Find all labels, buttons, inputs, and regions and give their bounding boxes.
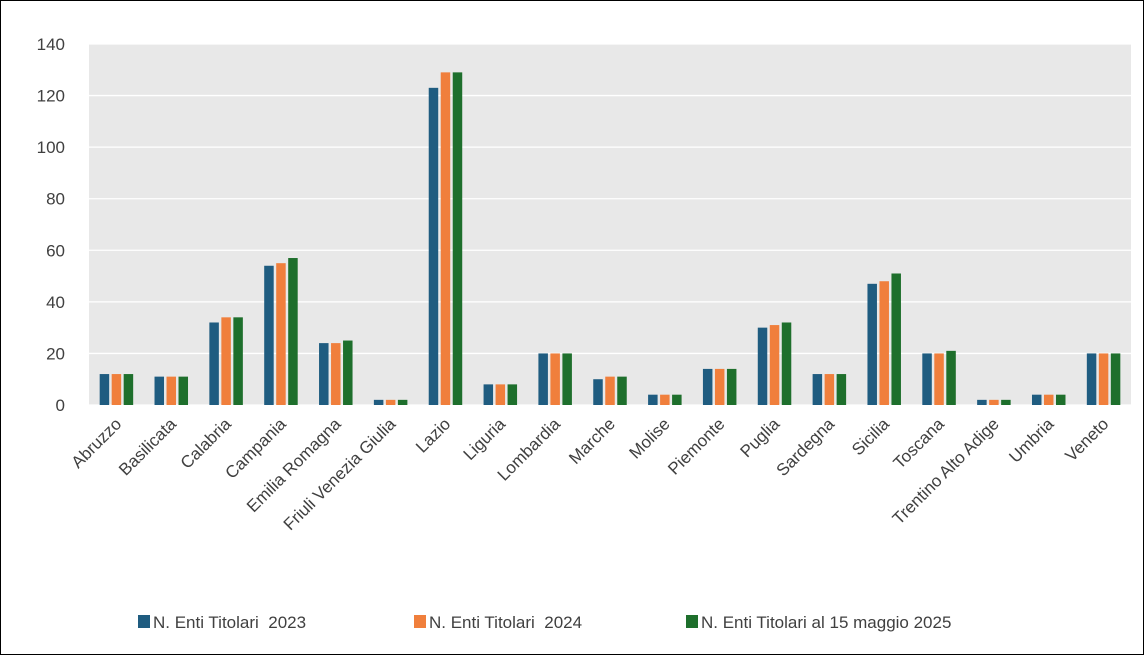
bar-calabria-series-2 [221, 317, 231, 405]
bar-veneto-series-3 [1110, 353, 1121, 405]
bar-lazio-series-1 [428, 87, 439, 405]
y-tick-label: 100 [37, 138, 65, 157]
x-tick-label: Umbria [1005, 414, 1058, 467]
y-tick-label: 80 [46, 190, 65, 209]
x-tick-label: Marche [565, 414, 619, 468]
bar-emilia-romagna-series-2 [331, 343, 341, 405]
bar-piemonte-series-1 [702, 368, 713, 405]
bar-molise-series-3 [672, 394, 682, 405]
bar-umbria-series-2 [1043, 394, 1054, 405]
legend-label: N. Enti Titolari 2023 [153, 613, 306, 632]
x-tick-label: Veneto [1062, 414, 1113, 465]
bar-sardegna-series-1 [812, 374, 823, 405]
bar-piemonte-series-2 [714, 368, 725, 405]
bar-abruzzo-series-2 [111, 374, 122, 405]
bar-lombardia-series-2 [550, 353, 560, 405]
gridlines [89, 43, 1131, 406]
y-tick-label: 40 [46, 293, 65, 312]
bar-piemonte-series-3 [726, 368, 737, 405]
y-tick-label: 120 [37, 87, 65, 106]
bar-toscana-series-1 [922, 353, 932, 405]
bar-marche-series-2 [605, 376, 615, 405]
bar-lombardia-series-1 [538, 353, 548, 405]
legend-label: N. Enti Titolari al 15 maggio 2025 [701, 613, 951, 632]
bar-abruzzo-series-1 [99, 374, 110, 405]
x-tick-label: Piemonte [664, 414, 728, 478]
bar-sicilia-series-3 [891, 273, 901, 405]
x-tick-label: Emilia Romagna [243, 414, 345, 516]
bars [99, 72, 1121, 405]
bar-trentino-alto-adige-series-2 [989, 399, 999, 405]
bar-emilia-romagna-series-3 [343, 340, 353, 405]
x-tick-label: Molise [625, 414, 673, 462]
x-tick-label: Liguria [460, 414, 510, 464]
bar-sardegna-series-2 [824, 374, 835, 405]
bar-friuli-venezia-giulia-series-2 [385, 399, 396, 405]
bar-emilia-romagna-series-1 [319, 343, 329, 405]
y-tick-label: 140 [37, 35, 65, 54]
bar-liguria-series-1 [483, 384, 494, 405]
bar-sicilia-series-1 [867, 283, 877, 405]
y-tick-label: 60 [46, 241, 65, 260]
legend: N. Enti Titolari 2023 N. Enti Titolari 20… [138, 613, 951, 632]
bar-trentino-alto-adige-series-1 [977, 399, 987, 405]
bar-trentino-alto-adige-series-3 [1001, 399, 1011, 405]
bar-sicilia-series-2 [879, 281, 889, 405]
bar-marche-series-1 [593, 379, 603, 405]
x-tick-label: Lazio [412, 414, 454, 456]
bar-lazio-series-3 [452, 72, 463, 405]
legend-swatch [686, 615, 698, 628]
bar-basilicata-series-2 [166, 376, 177, 405]
plot-area [89, 44, 1131, 405]
x-tick-label: Sicilia [848, 414, 893, 459]
y-tick-label: 20 [46, 344, 65, 363]
bar-veneto-series-2 [1098, 353, 1109, 405]
bar-basilicata-series-1 [154, 376, 165, 405]
bar-campania-series-2 [276, 263, 286, 405]
bar-lombardia-series-3 [562, 353, 572, 405]
bar-liguria-series-2 [495, 384, 506, 405]
bar-basilicata-series-3 [178, 376, 189, 405]
bar-calabria-series-1 [209, 322, 219, 405]
bar-toscana-series-3 [946, 350, 956, 405]
bar-abruzzo-series-3 [123, 374, 134, 405]
bar-puglia-series-3 [781, 322, 792, 405]
legend-label: N. Enti Titolari 2024 [429, 613, 582, 632]
legend-swatch [138, 615, 150, 628]
bar-molise-series-1 [648, 394, 658, 405]
x-axis-ticks: AbruzzoBasilicataCalabriaCampaniaEmilia … [68, 414, 1113, 534]
x-tick-label: Sardegna [773, 414, 839, 480]
bar-liguria-series-3 [507, 384, 518, 405]
x-tick-label: Basilicata [115, 414, 180, 479]
bar-campania-series-1 [264, 265, 274, 405]
bar-toscana-series-2 [934, 353, 944, 405]
x-tick-label: Trentino Alto Adige [889, 414, 1003, 528]
bar-veneto-series-1 [1086, 353, 1097, 405]
bar-sardegna-series-3 [836, 374, 847, 405]
bar-lazio-series-2 [440, 72, 451, 405]
bar-puglia-series-2 [769, 325, 780, 405]
bar-friuli-venezia-giulia-series-1 [373, 399, 384, 405]
x-tick-label: Puglia [736, 414, 783, 461]
bar-campania-series-3 [288, 258, 298, 405]
bar-umbria-series-1 [1031, 394, 1042, 405]
bar-marche-series-3 [617, 376, 627, 405]
bar-molise-series-2 [660, 394, 670, 405]
y-axis-ticks: 0 20 40 60 80 100 120 140 [37, 35, 65, 415]
bar-puglia-series-1 [757, 327, 768, 405]
bar-umbria-series-3 [1055, 394, 1066, 405]
y-tick-label: 0 [56, 396, 65, 415]
legend-swatch [414, 615, 426, 628]
bar-friuli-venezia-giulia-series-3 [397, 399, 408, 405]
bar-calabria-series-3 [233, 317, 243, 405]
